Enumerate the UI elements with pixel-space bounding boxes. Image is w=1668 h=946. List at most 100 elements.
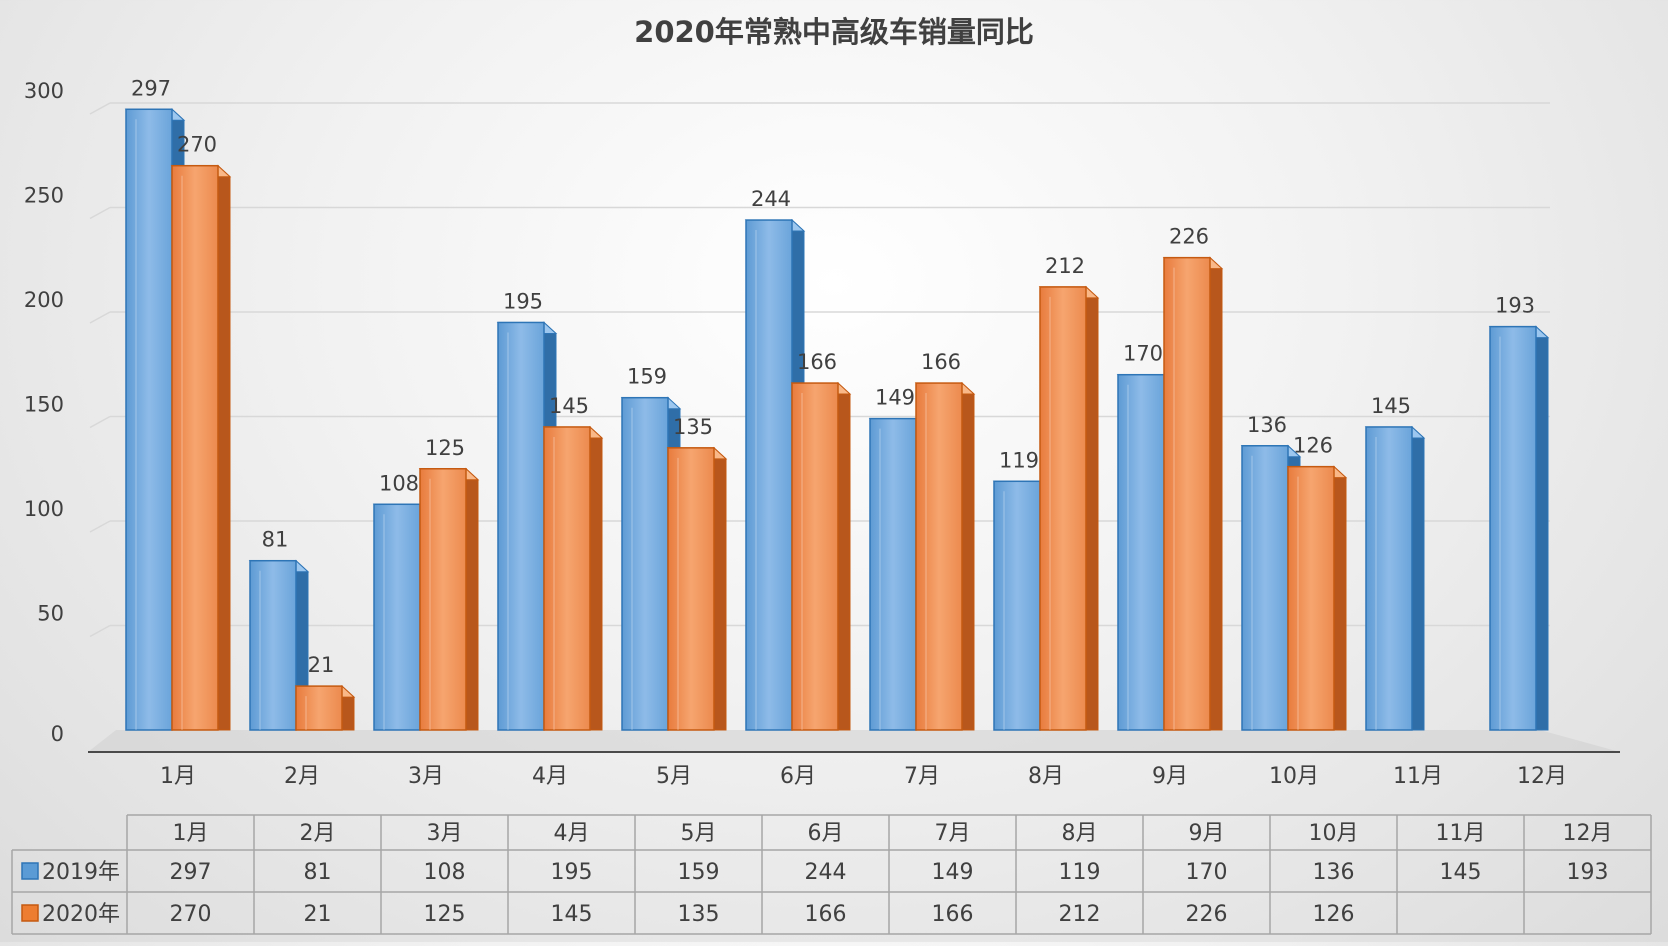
bar-side [1411, 425, 1425, 731]
data-label: 270 [177, 133, 217, 157]
x-tick-label: 10月 [1269, 764, 1319, 789]
table-cell: 149 [932, 860, 974, 885]
chart-floor [88, 730, 1620, 753]
x-tick-label: 9月 [1152, 764, 1188, 789]
table-cell: 135 [678, 902, 720, 927]
table-header-cell: 11月 [1436, 821, 1486, 846]
x-tick-label: 3月 [408, 764, 444, 789]
y-tick-label: 200 [24, 288, 64, 312]
table-cell: 145 [1440, 860, 1482, 885]
table-header-cell: 9月 [1189, 821, 1225, 846]
bar-front [915, 382, 963, 731]
legend-swatch [21, 904, 39, 922]
x-tick-label: 7月 [904, 764, 940, 789]
x-tick-label: 8月 [1028, 764, 1064, 789]
bar-front [497, 321, 545, 731]
y-tick-label: 250 [24, 184, 64, 208]
bar-side [1333, 465, 1347, 731]
bar-side [961, 381, 975, 731]
table-cell: 166 [805, 902, 847, 927]
bar-s2019-11 [1364, 425, 1426, 731]
y-axis: 0 50 100 150 200 250 300 [24, 79, 64, 746]
bar-s2020-10 [1286, 465, 1348, 731]
bar-front [171, 164, 219, 731]
y-tick-label: 50 [37, 602, 64, 626]
bar-front [1117, 373, 1165, 731]
chart-title: 2020年常熟中高级车销量同比 [634, 15, 1034, 49]
bar-front [1489, 325, 1537, 731]
legend-swatch [21, 862, 39, 880]
table-header-cell: 6月 [808, 821, 844, 846]
table-cell: 125 [424, 902, 466, 927]
bar-front [295, 685, 343, 731]
bar-side [1085, 285, 1099, 731]
data-label: 166 [921, 350, 961, 374]
x-tick-label: 6月 [780, 764, 816, 789]
bar-front [1365, 426, 1413, 731]
table-cell: 226 [1186, 902, 1228, 927]
bar-side [217, 164, 231, 731]
data-label: 195 [503, 289, 543, 313]
gridline-diag-300 [89, 102, 111, 115]
table-cell: 119 [1059, 860, 1101, 885]
bar-front [1241, 445, 1289, 731]
bar-side [465, 467, 479, 731]
table-header-cell: 12月 [1563, 821, 1613, 846]
data-label: 297 [131, 76, 171, 100]
data-label: 136 [1247, 413, 1287, 437]
x-tick-label: 4月 [532, 764, 568, 789]
table-cell: 170 [1186, 860, 1228, 885]
table-header-cell: 7月 [935, 821, 971, 846]
table-cell: 244 [805, 860, 847, 885]
bar-s2020-3 [418, 467, 480, 731]
bar-s2020-4 [542, 425, 604, 731]
data-label: 244 [751, 187, 791, 211]
data-label: 125 [425, 436, 465, 460]
table-header-cell: 10月 [1309, 821, 1359, 846]
bar-front [1163, 256, 1211, 731]
data-label: 21 [308, 653, 335, 677]
data-label: 193 [1495, 294, 1535, 318]
gridline-diag-250 [89, 206, 111, 220]
table-cell: 21 [304, 902, 332, 927]
bar-front [869, 417, 917, 731]
bar-front [419, 468, 467, 731]
table-header-cell: 4月 [554, 821, 590, 846]
floor-plane [88, 730, 1620, 752]
gridline-diag-150 [89, 415, 111, 429]
gridline-diag-100 [89, 520, 111, 533]
y-tick-label: 0 [51, 722, 64, 746]
bar-front [621, 396, 669, 731]
bar-s2020-1 [170, 164, 232, 731]
bar-front [993, 480, 1041, 731]
data-label: 135 [673, 415, 713, 439]
y-tick-label: 100 [24, 497, 64, 521]
bar-front [667, 447, 715, 731]
table-cell: 126 [1313, 902, 1355, 927]
x-tick-label: 5月 [656, 764, 692, 789]
y-tick-label: 300 [24, 79, 64, 103]
bar-front [543, 426, 591, 731]
bars [124, 108, 1550, 731]
table-cell: 166 [932, 902, 974, 927]
bar-s2019-12 [1488, 325, 1550, 731]
bar-s2020-8 [1038, 285, 1100, 731]
bar-side [1535, 325, 1549, 731]
data-label: 81 [262, 528, 289, 552]
table-cell: 136 [1313, 860, 1355, 885]
legend-label: 2019年 [42, 860, 120, 885]
bar-s2020-5 [666, 446, 728, 731]
data-label: 212 [1045, 254, 1085, 278]
x-tick-label: 2月 [284, 764, 320, 789]
bar-side [713, 446, 727, 731]
table-header-cell: 3月 [427, 821, 463, 846]
data-label: 108 [379, 471, 419, 495]
data-label: 170 [1123, 342, 1163, 366]
table-cell: 108 [424, 860, 466, 885]
bar-s2020-9 [1162, 256, 1224, 731]
data-label: 145 [1371, 394, 1411, 418]
bar-front [1039, 286, 1087, 731]
bar-s2020-6 [790, 381, 852, 731]
